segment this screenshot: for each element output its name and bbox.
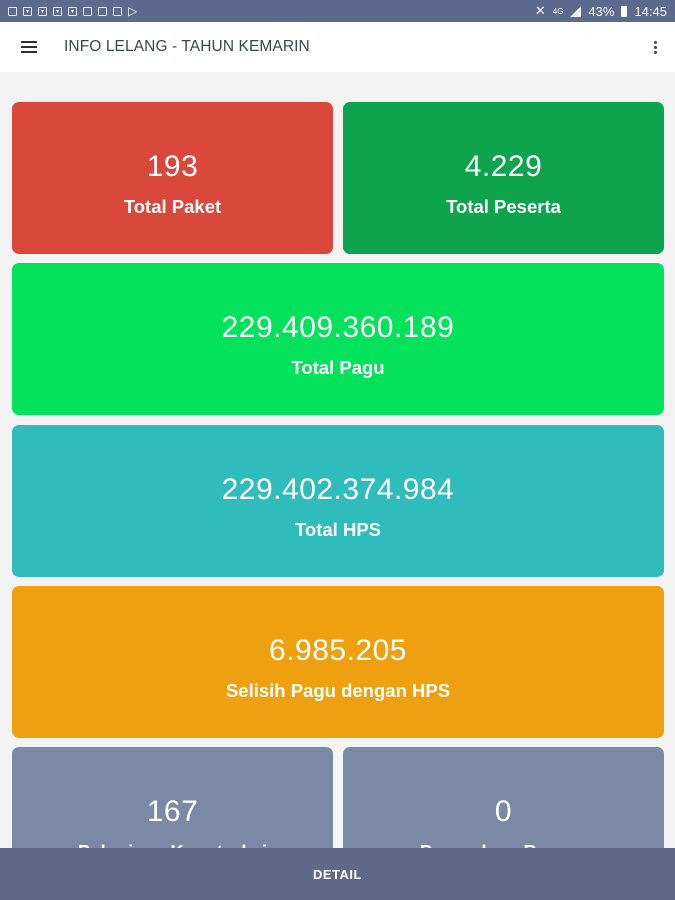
message-icon	[113, 6, 122, 16]
card-value: 4.229	[464, 150, 543, 183]
card-label: Total Peserta	[446, 196, 561, 217]
card-value: 229.402.374.984	[221, 473, 455, 506]
hamburger-icon	[21, 41, 37, 53]
card-value: 193	[146, 150, 199, 183]
gallery-icon	[8, 6, 17, 16]
card-value: 229.409.360.189	[221, 311, 455, 344]
system-indicators: ✕ 4G 43% 14:45	[535, 3, 667, 19]
detail-button-label: DETAIL	[313, 866, 362, 882]
page-title: INFO LELANG - TAHUN KEMARIN	[64, 38, 310, 55]
app-bar: INFO LELANG - TAHUN KEMARIN	[0, 22, 675, 72]
calendar-icon	[98, 6, 107, 16]
card-label: Total Paket	[123, 196, 222, 217]
card-total-paket[interactable]: 193 Total Paket	[12, 102, 333, 254]
download-icon: ▾	[23, 6, 32, 16]
network-type: 4G	[552, 6, 564, 16]
battery-percent: 43%	[588, 3, 615, 19]
download-icon: ▾	[68, 6, 77, 16]
card-label: Selisih Pagu dengan HPS	[225, 680, 451, 701]
overflow-menu-button[interactable]	[635, 22, 675, 72]
notification-icons: ▾ ▾ ▾ ▾ ▷	[8, 4, 137, 18]
status-bar: ▾ ▾ ▾ ▾ ▷ ✕ 4G 43% 14:45	[0, 0, 675, 22]
signal-icon	[570, 5, 582, 17]
detail-button[interactable]: DETAIL	[0, 848, 675, 900]
download-icon: ▾	[53, 6, 62, 16]
battery-icon	[621, 5, 628, 17]
card-total-pagu[interactable]: 229.409.360.189 Total Pagu	[12, 263, 664, 415]
download-icon: ▾	[38, 6, 47, 16]
menu-button[interactable]	[4, 22, 54, 72]
card-total-peserta[interactable]: 4.229 Total Peserta	[343, 102, 664, 254]
card-label: Total Pagu	[291, 357, 385, 378]
play-store-icon: ▷	[128, 4, 138, 18]
clock: 14:45	[634, 3, 667, 19]
card-total-hps[interactable]: 229.402.374.984 Total HPS	[12, 425, 664, 577]
card-selisih-pagu-hps[interactable]: 6.985.205 Selisih Pagu dengan HPS	[12, 586, 664, 738]
more-vert-icon	[653, 40, 657, 44]
image-icon	[83, 6, 92, 16]
card-value: 6.985.205	[269, 634, 407, 667]
mute-icon: ✕	[534, 3, 546, 18]
card-label: Total HPS	[295, 519, 381, 540]
card-value: 167	[146, 795, 199, 828]
card-value: 0	[494, 795, 513, 828]
